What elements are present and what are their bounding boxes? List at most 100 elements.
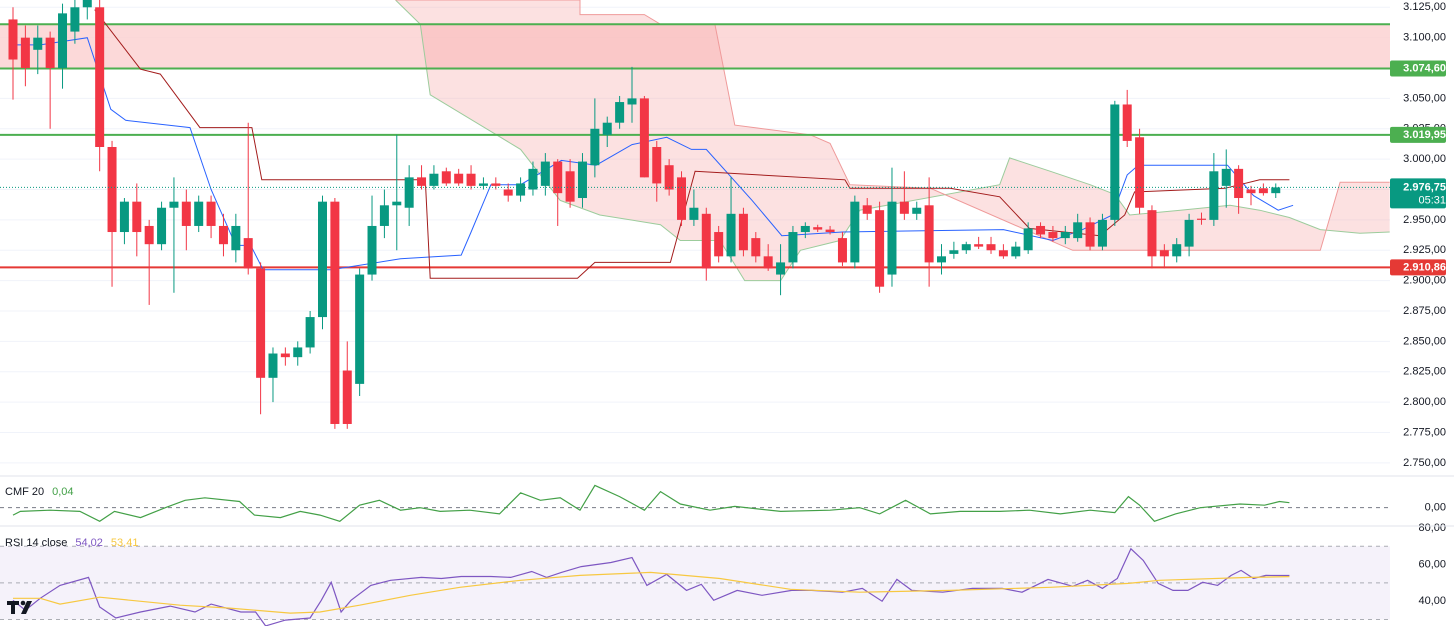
last-price-label: 2.976,75: [1403, 181, 1446, 193]
candle-body: [553, 161, 563, 194]
candle-body: [899, 201, 909, 214]
candle-body: [825, 229, 835, 233]
ichimoku-cloud: [395, 0, 1390, 281]
candle-body: [837, 238, 847, 263]
candle-body: [33, 37, 43, 50]
candle-body: [417, 177, 427, 186]
y-tick-label: 3.125,00: [1403, 1, 1446, 13]
candle-body: [701, 213, 711, 269]
candle-body: [1221, 168, 1231, 186]
candle-body: [875, 210, 885, 287]
candle-body: [169, 201, 179, 208]
level-label-box: [1390, 60, 1446, 77]
candle-body: [627, 98, 637, 105]
candle-body: [404, 177, 414, 208]
candle-body: [454, 173, 464, 184]
y-tick-label: 2.900,00: [1403, 275, 1446, 287]
candle-body: [20, 37, 30, 69]
candle-body: [491, 183, 501, 186]
candle-body: [95, 7, 105, 147]
candle-body: [615, 102, 625, 123]
candle-body: [58, 13, 68, 69]
candle-body: [144, 225, 154, 245]
candle-body: [800, 225, 810, 233]
level-label: 3.074,60: [1403, 62, 1446, 74]
candle-body: [1048, 232, 1058, 239]
candle-body: [342, 370, 352, 424]
candle-body: [218, 225, 228, 245]
candle-body: [1110, 104, 1120, 220]
indicator-value: 53,41: [111, 537, 139, 549]
countdown-label: 05:31: [1418, 194, 1446, 206]
candle-body: [639, 98, 649, 178]
candle-body: [280, 353, 290, 358]
level-label: 2.910,86: [1403, 261, 1446, 273]
candle-body: [392, 201, 402, 206]
candle-body: [912, 207, 922, 214]
price-pane: [0, 0, 1390, 464]
candle-body: [355, 274, 365, 384]
candle-body: [602, 122, 612, 135]
candle-body: [429, 173, 439, 186]
y-tick-label: 3.000,00: [1403, 153, 1446, 165]
level-label-box: [1390, 259, 1446, 276]
cmf-pane: [0, 484, 1390, 522]
candle-body: [268, 353, 278, 378]
candle-body: [243, 238, 253, 269]
candle-body: [751, 238, 761, 257]
candle-body: [516, 183, 526, 196]
candle-body: [1209, 171, 1219, 220]
candle-body: [652, 146, 662, 184]
candle-body: [181, 201, 191, 226]
candle-body: [1060, 232, 1070, 239]
y-tick-label: 2.875,00: [1403, 305, 1446, 317]
candle-body: [107, 146, 117, 233]
candle-body: [1135, 137, 1145, 208]
candle-body: [726, 213, 736, 257]
y-tick-label: 2.775,00: [1403, 426, 1446, 438]
candle-body: [924, 205, 934, 263]
candle-body: [949, 250, 959, 254]
candle-body: [850, 201, 860, 263]
candle-body: [540, 161, 550, 186]
candle-body: [1258, 188, 1268, 194]
indicator-line: [13, 571, 1290, 614]
candle-body: [577, 161, 587, 199]
candle-body: [330, 201, 340, 424]
candle-body: [82, 0, 92, 8]
candle-body: [256, 268, 266, 378]
candle-body: [1147, 210, 1157, 257]
candle-body: [1246, 189, 1256, 194]
candle-body: [763, 256, 773, 269]
candle-body: [466, 173, 476, 186]
candle-body: [367, 225, 377, 275]
candle-body: [1159, 250, 1169, 257]
indicator-title: CMF 20: [5, 486, 44, 498]
candle-body: [1036, 225, 1046, 235]
candle-body: [1172, 244, 1182, 257]
y-tick-label: 2.825,00: [1403, 366, 1446, 378]
candle-body: [206, 201, 216, 226]
candle-body: [1011, 246, 1021, 257]
level-label-box: [1390, 126, 1446, 143]
candle-body: [738, 213, 748, 251]
indicator-line: [12, 547, 1290, 626]
candle-body: [565, 171, 575, 202]
candle-body: [862, 205, 872, 214]
candle-body: [1271, 187, 1281, 194]
candle-body: [293, 347, 303, 358]
candle-body: [1023, 228, 1033, 251]
candle-body: [689, 207, 699, 220]
indicator-value: 0,04: [52, 486, 73, 498]
overlay: 2.750,00 2.775,00 2.800,00 2.825,00 2.850,00…: [5, 1, 1446, 607]
candle-body: [231, 225, 241, 251]
candle-body: [813, 227, 823, 230]
candle-body: [961, 244, 971, 251]
y-tick-label: 0,00: [1425, 502, 1446, 514]
indicator-title: RSI 14 close: [5, 537, 67, 549]
y-tick-label: 80,00: [1418, 522, 1446, 534]
candle-body: [937, 256, 946, 263]
tradingview-logo: [7, 600, 32, 614]
indicator-value: 54,02: [75, 537, 103, 549]
